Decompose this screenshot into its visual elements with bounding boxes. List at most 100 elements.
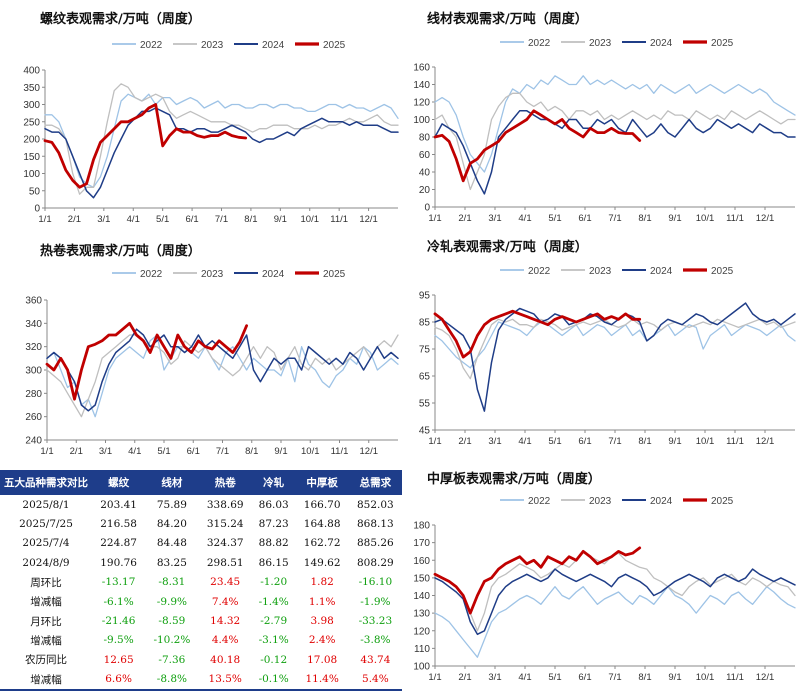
series-line-2023 (434, 318, 796, 380)
y-tick-label: 160 (413, 63, 430, 74)
table-header-cell: 冷轧 (251, 470, 296, 495)
series-line-2025 (433, 546, 642, 615)
series-line-2025 (45, 321, 249, 401)
y-tick-label: 50 (29, 186, 41, 197)
y-tick-label: 400 (23, 66, 40, 77)
table-cell: 1.1% (308, 595, 336, 608)
y-tick-label: 0 (34, 204, 40, 215)
x-tick-label: 3/1 (488, 213, 501, 224)
table-cell: -2.79 (260, 615, 288, 628)
x-tick-label: 6/1 (185, 214, 198, 225)
row-label: 增减幅 (30, 634, 62, 647)
x-tick-label: 4/1 (128, 446, 141, 457)
table-cell: -9.9% (156, 595, 188, 608)
y-tick-label: 75 (419, 345, 431, 356)
hrc-chart-title: 热卷表观需求/万吨（周度） (40, 244, 201, 259)
y-tick-label: 120 (413, 626, 430, 637)
x-tick-label: 5/1 (156, 214, 169, 225)
y-tick-label: 0 (424, 203, 430, 214)
x-tick-label: 8/1 (638, 213, 651, 224)
x-tick-label: 10/1 (301, 446, 320, 457)
table-cell: 87.23 (258, 518, 289, 531)
legend-label-2022: 2022 (140, 40, 163, 51)
table-cell: -21.46 (101, 615, 136, 628)
x-tick-label: 11/1 (726, 213, 744, 224)
x-tick-label: 8/1 (638, 436, 651, 447)
x-tick-label: 9/1 (668, 436, 681, 447)
x-tick-label: 5/1 (157, 446, 170, 457)
table-cell: -0.1% (251, 669, 296, 691)
y-tick-label: 85 (419, 318, 431, 329)
table-cell: 23.45 (210, 576, 241, 589)
legend-label-2024: 2024 (262, 40, 285, 51)
y-tick-label: 55 (419, 399, 431, 410)
table-cell: 315.24 (206, 518, 244, 531)
legend-label-2025: 2025 (323, 269, 346, 280)
x-tick-label: 6/1 (187, 446, 200, 457)
table-row: 2025/7/25 216.58 84.20 315.24 87.23 164.88 868… (0, 514, 402, 533)
table-cell: 17.08 (307, 653, 338, 666)
table-cell: -8.31 (158, 576, 186, 589)
x-tick-label: 1/1 (428, 213, 441, 224)
plate-chart-title: 中厚板表观需求/万吨（周度） (427, 472, 601, 487)
y-tick-label: 140 (413, 591, 430, 602)
table-cell: 149.62 (303, 556, 341, 569)
y-tick-label: 110 (414, 644, 430, 655)
table-row: 增减幅 -6.1% -9.9% 7.4% -1.4% 1.1% -1.9% (0, 592, 402, 611)
series-line-2023 (434, 92, 796, 191)
series-line-2025 (43, 103, 248, 189)
legend-label-2023: 2023 (589, 38, 612, 49)
table-cell: 1.82 (310, 576, 334, 589)
x-tick-label: 9/1 (274, 214, 287, 225)
table-cell: 14.32 (210, 615, 241, 628)
table-cell: -1.20 (260, 576, 288, 589)
table-cell: 11.4% (295, 669, 349, 691)
series-line-2023 (46, 334, 399, 418)
x-tick-label: 12/1 (756, 213, 775, 224)
legend-label-2023: 2023 (589, 266, 612, 277)
x-tick-label: 8/1 (638, 672, 651, 683)
series-line-2025 (433, 109, 642, 183)
x-tick-label: 11/1 (726, 436, 744, 447)
hrc-chart-svg: 240 260 280 300 320 340 360 1/1 2/1 3/1 4/1 5/1 6/1 7… (25, 269, 399, 457)
x-tick-label: 12/1 (359, 214, 378, 225)
legend-label-2024: 2024 (650, 38, 673, 49)
table-cell: -33.23 (358, 615, 393, 628)
wire-chart-svg: 0 20 40 60 80 100 120 140 160 1/1 2/1 3/1 4/1 5/1 6/1 7… (413, 38, 796, 224)
table-header-cell: 线材 (145, 470, 199, 495)
table-cell: 203.41 (100, 498, 137, 511)
series-line-2022 (44, 93, 399, 188)
y-tick-label: 200 (23, 135, 40, 146)
legend-label-2024: 2024 (650, 266, 673, 277)
hrc-demand-chart: 热卷表观需求/万吨（周度） 240 260 280 300 320 340 360 1/1 2/… (0, 232, 405, 468)
table-row: 农历同比 12.65 -7.36 40.18 -0.12 17.08 43.74 (0, 650, 402, 669)
series-line-2024 (434, 110, 796, 195)
table-cell: 12.65 (103, 653, 134, 666)
x-tick-label: 1/1 (40, 446, 53, 457)
table-cell: 852.03 (357, 498, 394, 511)
table-cell: -10.2% (153, 634, 191, 647)
legend-label-2022: 2022 (528, 496, 551, 507)
table-cell: -16.10 (358, 576, 393, 589)
x-tick-label: 7/1 (215, 214, 228, 225)
x-tick-label: 10/1 (301, 214, 320, 225)
legend-label-2025: 2025 (711, 38, 734, 49)
table-cell: 2.4% (308, 634, 336, 647)
legend-label-2024: 2024 (262, 269, 285, 280)
table-cell: -1.4% (258, 595, 289, 608)
legend-label-2025: 2025 (323, 40, 346, 51)
table-cell: -3.1% (258, 634, 289, 647)
legend-label-2023: 2023 (201, 40, 224, 51)
table-row: 增减幅 6.6% -8.8% 13.5% -0.1% 11.4% 5.4% (0, 669, 402, 691)
table-cell: 6.6% (92, 669, 146, 691)
table-cell: 43.74 (360, 653, 391, 666)
series-line-2023 (44, 83, 399, 195)
x-tick-label: 12/1 (756, 436, 775, 447)
table-row: 月环比 -21.46 -8.59 14.32 -2.79 3.98 -33.23 (0, 611, 402, 630)
table-cell: 75.89 (156, 498, 187, 511)
x-tick-label: 7/1 (216, 446, 229, 457)
row-label: 增减幅 (30, 596, 62, 609)
x-tick-label: 9/1 (274, 446, 287, 457)
y-tick-label: 20 (419, 185, 431, 196)
x-tick-label: 5/1 (548, 213, 561, 224)
